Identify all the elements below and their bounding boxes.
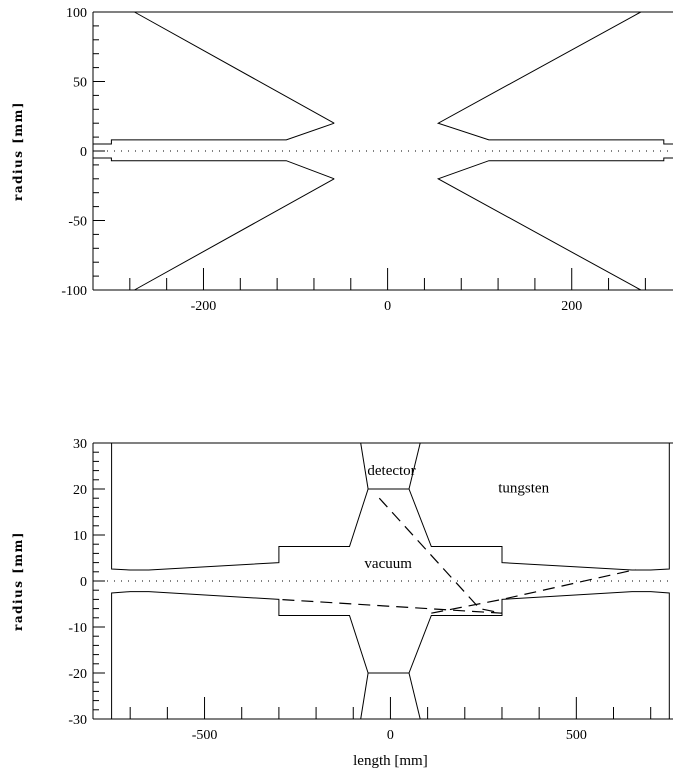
x-tick-label: 0 [384,299,391,314]
bottom-panel: -30 -20 -10 0 10 20 30 -500 0 500 radius [mm] lengt… [11,437,673,769]
solid-series-line [436,11,673,145]
dashed-series-line [278,497,503,614]
y-tick-label: -50 [68,215,87,230]
y-tick-label: 20 [73,483,87,498]
solid-series-line [408,672,421,720]
y-axis-label: radius [mm] [11,531,25,631]
y-tick-label: 0 [80,145,87,160]
solid-series-line [93,122,335,145]
x-axis-label: length [mm] [353,753,428,769]
dashed-series-line [431,568,636,614]
y-tick-label: 30 [73,437,87,452]
top-panel: -100 -50 0 50 100 -200 0 200 radius [mm] [11,6,673,314]
y-axis-label: radius [mm] [11,101,25,201]
solid-series-line [134,11,335,124]
x-tick-label: 200 [561,299,582,314]
solid-series-line [436,157,673,291]
y-tick-label: -10 [68,621,87,636]
annotation-detector: detector [367,463,415,479]
y-tick-label: 10 [73,529,87,544]
x-tick-label: 0 [387,728,394,743]
solid-series-line [360,442,369,490]
y-tick-label: 100 [66,6,87,21]
solid-series-line [111,443,670,571]
y-tick-label: 0 [80,575,87,590]
solid-series-line [408,442,421,490]
y-tick-label: -100 [61,284,87,299]
solid-series-line [360,672,369,720]
y-tick-label: 50 [73,76,87,91]
solid-series-line [134,178,335,291]
annotation-tungsten: tungsten [498,481,549,497]
y-tick-label: -20 [68,667,87,682]
x-tick-label: -200 [191,299,217,314]
y-tick-label: -30 [68,713,87,728]
annotation-vacuum: vacuum [364,556,412,572]
solid-series-line [111,591,670,719]
solid-series-line [93,157,335,180]
x-tick-label: -500 [192,728,218,743]
x-tick-label: 500 [566,728,587,743]
